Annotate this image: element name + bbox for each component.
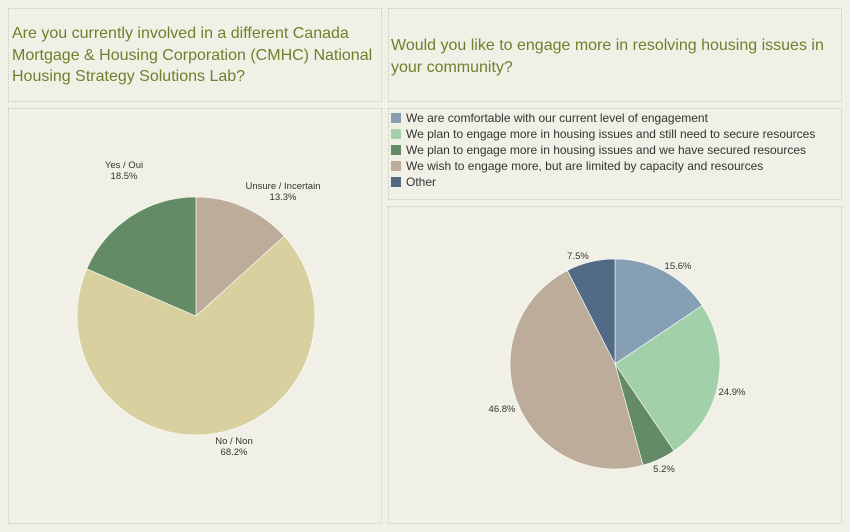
legend-label: We are comfortable with our current leve… [406, 111, 708, 125]
legend-swatch [391, 161, 401, 171]
slice-name-label: No / Non [215, 436, 253, 447]
slice-percent-label: 7.5% [567, 251, 589, 262]
legend-item[interactable]: We plan to engage more in housing issues… [391, 126, 815, 142]
legend-item[interactable]: We wish to engage more, but are limited … [391, 158, 763, 174]
slice-percent-label: 13.3% [270, 192, 297, 203]
pie-slice[interactable] [614, 258, 703, 365]
slice-percent-label: 46.8% [489, 404, 516, 415]
slice-percent-label: 5.2% [653, 464, 675, 475]
legend-item[interactable]: We are comfortable with our current leve… [391, 110, 708, 126]
slice-percent-label: 18.5% [111, 171, 138, 182]
question-line: your community? [391, 58, 513, 76]
question-line: Would you like to engage more in resolvi… [391, 37, 824, 54]
question-line: Housing Strategy Solutions Lab? [12, 68, 246, 85]
slice-name-label: Yes / Oui [105, 160, 143, 171]
legend-swatch [391, 177, 401, 187]
pie-slice[interactable] [76, 235, 316, 436]
pie-slice[interactable] [509, 270, 644, 470]
slice-percent-label: 24.9% [719, 387, 746, 398]
right-chart-panel [388, 206, 842, 524]
pie-slice[interactable] [614, 305, 721, 452]
left-question-title: Are you currently involved in a differen… [12, 23, 372, 88]
question-line: Mortgage & Housing Corporation (CMHC) Na… [12, 46, 373, 64]
legend-item[interactable]: Other [391, 174, 436, 190]
legend-label: We plan to engage more in housing issues… [406, 127, 816, 141]
question-line: Are you currently involved in a differen… [12, 25, 349, 42]
legend-swatch [391, 145, 401, 155]
left-chart-panel [8, 108, 382, 524]
pie-slice[interactable] [195, 196, 285, 317]
slice-name-label: Unsure / Incertain [246, 181, 321, 192]
slice-percent-label: 15.6% [665, 261, 692, 272]
legend-label: We wish to engage more, but are limited … [406, 159, 764, 173]
pie-slice[interactable] [566, 258, 616, 365]
legend-swatch [391, 113, 401, 123]
legend-label: Other [406, 175, 437, 189]
legend-panel [388, 108, 842, 200]
legend-swatch [391, 129, 401, 139]
pie-slice[interactable] [86, 196, 197, 317]
slice-percent-label: 68.2% [221, 447, 248, 458]
legend-item[interactable]: We plan to engage more in housing issues… [391, 142, 806, 158]
right-question-panel [388, 8, 842, 102]
left-question-panel [8, 8, 382, 102]
legend-label: We plan to engage more in housing issues… [406, 143, 807, 157]
right-question-title: Would you like to engage more in resolvi… [391, 35, 824, 78]
